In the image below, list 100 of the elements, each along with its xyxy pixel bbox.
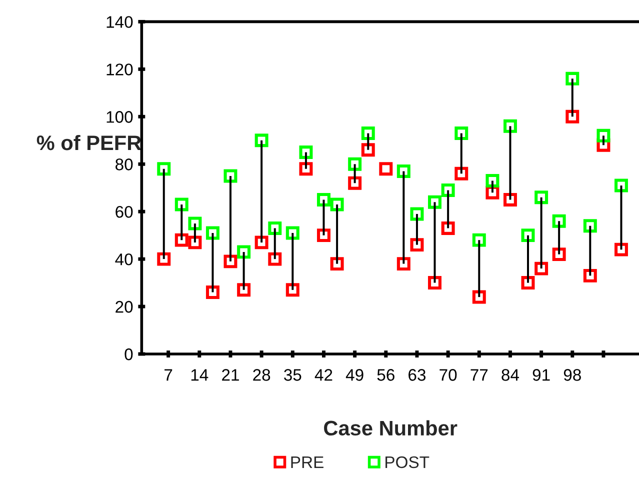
x-tick-label: 14 [191,369,208,381]
point [441,221,455,235]
x-tick-label: 49 [346,369,364,381]
point [441,183,455,197]
point [428,195,442,209]
x-tick-label: 21 [222,369,239,381]
point [237,245,251,259]
x-tick-label: 7 [164,369,172,381]
y-tick-label: 80 [116,158,133,170]
bar [589,226,592,276]
bar [304,152,307,169]
y-axis-title: % of PEFR [36,134,142,150]
point [316,228,330,242]
bar [322,200,325,236]
bar [491,180,494,193]
point [521,276,535,290]
point [361,126,375,140]
point [188,216,202,230]
point [534,262,548,276]
point [206,286,220,300]
y-tick-label: 40 [115,253,133,266]
x-tick-label: 70 [440,369,457,381]
point [583,268,597,282]
bar [402,171,405,264]
point [206,226,220,240]
bar [509,126,512,200]
x-tick-label: 56 [377,369,394,381]
point [583,219,597,233]
x-tick-label: 84 [502,369,520,381]
point [254,134,268,148]
point [614,178,628,192]
y-tick-label: 100 [106,111,133,123]
x-tick-label: 91 [532,369,550,381]
bar [229,176,232,262]
bar [260,140,263,242]
x-tick-label: 28 [253,369,270,381]
point [596,128,610,142]
bar [180,204,183,240]
point [330,257,344,271]
point [379,162,393,176]
point [552,214,566,228]
y-tick-label: 0 [124,348,133,360]
point [534,190,548,204]
y-tick-label: 120 [106,64,133,76]
point [268,221,282,235]
point [348,157,362,171]
point [299,162,313,176]
point [410,238,424,252]
point [428,276,442,290]
point [566,110,580,124]
point [299,146,313,159]
bar [460,133,462,174]
point [472,290,486,304]
point [410,207,424,221]
point [472,233,486,247]
point [224,254,238,268]
bar [540,197,542,269]
point [286,283,300,297]
point [157,162,171,176]
point [454,166,468,180]
point [486,174,500,188]
point [237,283,251,297]
point [566,72,580,86]
x-axis-title: Case Number [324,420,458,436]
point [268,252,282,266]
point [521,228,535,242]
legend-label: PRE [291,456,324,468]
point [286,226,300,240]
point [157,252,171,266]
point [330,198,344,212]
bar [416,214,418,245]
bar [558,221,560,254]
point [316,192,330,206]
bar [274,228,276,260]
point [396,164,410,178]
point [361,143,375,157]
x-tick-label: 77 [470,369,488,381]
point [224,169,238,183]
x-tick-label: 63 [408,369,426,381]
x-tick-label: 35 [284,369,302,381]
point [454,126,468,140]
point [188,236,202,250]
x-tick-label: 98 [564,369,581,381]
y-tick-label: 20 [116,300,133,313]
point [503,119,517,133]
x-tick-label: 42 [314,369,332,381]
bar [367,133,370,150]
bar [162,168,165,260]
point [396,257,410,271]
point [552,248,566,262]
point [254,236,268,250]
bar [212,232,214,292]
y-tick-label: 140 [106,16,133,28]
point [174,198,188,212]
point [503,192,517,206]
bar [602,136,604,146]
y-tick-label: 60 [116,206,133,218]
point [348,176,362,190]
legend-label: POST [386,456,430,468]
bar [354,164,356,184]
